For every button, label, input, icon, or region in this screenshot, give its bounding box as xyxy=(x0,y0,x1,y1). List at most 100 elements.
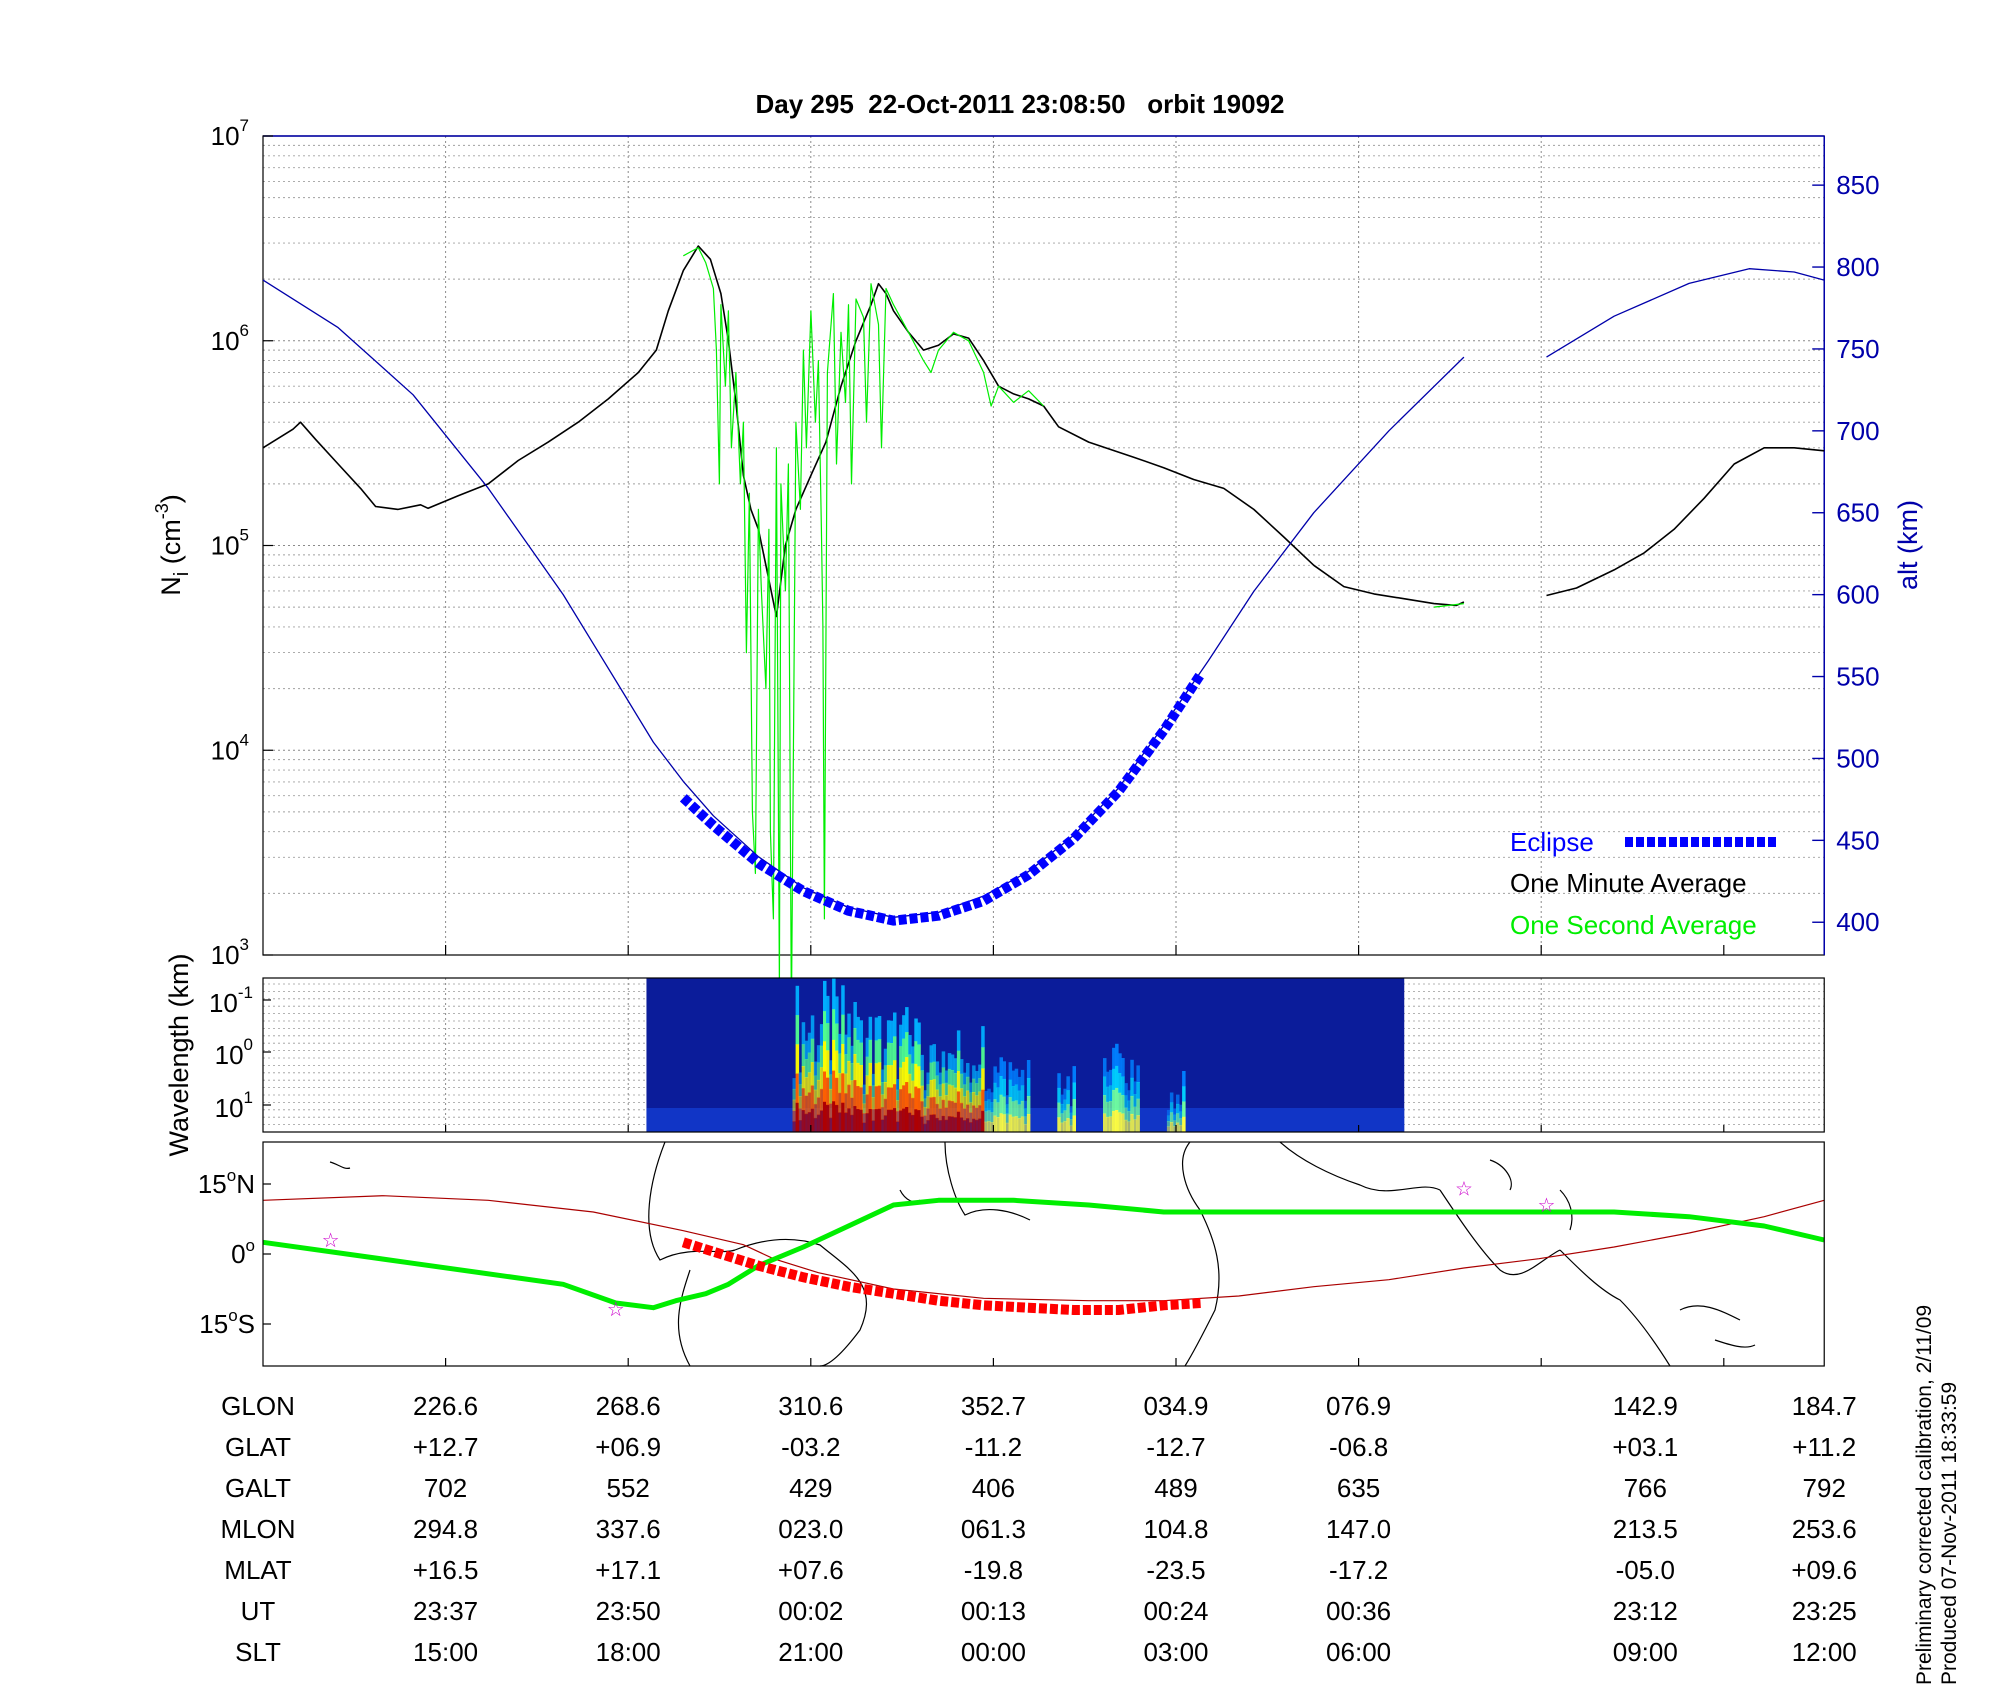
spectrogram-cell xyxy=(956,1111,961,1133)
spectrogram-cell xyxy=(865,1075,870,1095)
spectrogram-cell xyxy=(990,1112,994,1123)
spectrogram-cell xyxy=(883,1048,888,1066)
spectrogram-cell xyxy=(1103,1095,1107,1114)
spectrogram-cell xyxy=(856,1062,860,1087)
spectrogram-cell xyxy=(966,1090,970,1105)
table-cell: 766 xyxy=(1624,1473,1667,1503)
spectrogram-cell xyxy=(978,1064,982,1079)
spectrogram-cell xyxy=(1115,1065,1119,1089)
spectrogram-cell xyxy=(896,1100,900,1112)
map-layer: ☆ ☆ ☆ ☆ xyxy=(262,1141,1825,1367)
spectrogram-cell xyxy=(847,1061,851,1086)
spectrogram-cell xyxy=(941,1067,946,1085)
spectrogram-cell xyxy=(1026,1060,1031,1079)
spectrogram-cell xyxy=(832,1039,836,1072)
map-plot-frame xyxy=(262,1141,1825,1367)
spectrogram-cell xyxy=(1115,1087,1119,1111)
spectrogram-cell xyxy=(932,1061,936,1080)
spectrogram-cell xyxy=(1072,1082,1076,1100)
coastline xyxy=(1714,1339,1756,1348)
ground-track-line xyxy=(262,1197,1825,1311)
spectrogram-cell xyxy=(1072,1115,1076,1133)
table-cell: 792 xyxy=(1803,1473,1846,1503)
spectrogram-cell xyxy=(835,1023,839,1052)
spectrogram-cell xyxy=(835,1104,839,1133)
altitude-tick-label: 450 xyxy=(1836,825,1879,855)
spectrogram-cell xyxy=(853,1106,857,1133)
spectrogram-cell xyxy=(859,1020,863,1044)
spectrogram-cell xyxy=(1103,1076,1107,1096)
spectrogram-cell xyxy=(972,1092,976,1106)
spectrogram-cell xyxy=(950,1070,955,1086)
spectrogram-cell xyxy=(1118,1053,1122,1074)
spectrogram-cell xyxy=(877,1016,882,1040)
spectrogram-cell xyxy=(950,1085,955,1102)
spectrogram-cell xyxy=(914,1063,918,1088)
spectrogram-cell xyxy=(816,1062,821,1081)
spectrogram-cell xyxy=(902,1108,906,1133)
density-y-tick-label: 103 xyxy=(211,935,249,970)
spectrogram-cell xyxy=(1121,1113,1125,1133)
spectrogram-cell xyxy=(1017,1118,1022,1133)
spectrogram-cell xyxy=(816,1097,821,1116)
spectrogram-cell xyxy=(1026,1078,1031,1097)
spectrogram-cell xyxy=(905,1007,909,1033)
spectrogram-cell xyxy=(932,1044,936,1063)
spectrogram-cell xyxy=(959,1073,964,1089)
table-cell: 00:00 xyxy=(961,1637,1026,1667)
spectrogram-cell xyxy=(874,1040,879,1064)
spectrogram-cell xyxy=(795,1044,800,1074)
spectrogram-cell xyxy=(886,1042,891,1066)
table-cell: -05.0 xyxy=(1616,1555,1675,1585)
spectrogram-cell xyxy=(996,1102,1000,1118)
spectrogram-cell xyxy=(1069,1125,1073,1133)
table-cell: 23:25 xyxy=(1792,1596,1857,1626)
spectrogram-cell xyxy=(1124,1119,1128,1133)
spectrogram-cell xyxy=(944,1070,949,1084)
table-cell: +16.5 xyxy=(413,1555,479,1585)
spectrogram-cell xyxy=(975,1095,979,1109)
spectrogram-cell xyxy=(1069,1106,1073,1114)
spectrogram-cell xyxy=(1176,1122,1180,1133)
table-cell: 06:00 xyxy=(1326,1637,1391,1667)
spectrogram-cell xyxy=(841,1014,845,1045)
spectrogram-cell xyxy=(950,1101,955,1117)
spectrogram-cell xyxy=(993,1066,997,1084)
spectrogram-cell xyxy=(1002,1096,1006,1115)
spectrogram-cell xyxy=(829,1117,833,1133)
spectrogram-cell xyxy=(859,1109,863,1133)
table-cell: 061.3 xyxy=(961,1514,1026,1544)
spectrogram-cell xyxy=(810,1015,815,1040)
spectrogram-cell xyxy=(1066,1076,1070,1091)
spectrogram-cell xyxy=(829,1088,833,1104)
spectrogram-cell xyxy=(993,1082,997,1100)
spectrogram-cell xyxy=(1112,1068,1116,1091)
spectrogram-cell xyxy=(1136,1065,1140,1083)
spectrogram-cell xyxy=(938,1108,943,1121)
spectrogram-cell xyxy=(1109,1116,1113,1133)
coastline xyxy=(648,1141,736,1261)
spectrogram-cell xyxy=(938,1120,943,1133)
table-cell: 00:02 xyxy=(778,1596,843,1626)
altitude-tick-label: 650 xyxy=(1836,498,1879,528)
spectrogram-cell xyxy=(804,1059,809,1078)
spectrogram-cell xyxy=(993,1099,997,1117)
spectrogram-cell xyxy=(956,1030,961,1052)
spectrogram-cell xyxy=(1063,1099,1067,1111)
spectrogram-cell xyxy=(877,1062,882,1087)
spectrogram-cell xyxy=(941,1083,946,1101)
spectrogram-cell xyxy=(838,1033,842,1054)
spectrogram-cell xyxy=(959,1117,964,1133)
spectrogram-cell xyxy=(978,1118,982,1133)
table-cell: 635 xyxy=(1337,1473,1380,1503)
spectrogram-cell xyxy=(823,1041,827,1072)
table-cell: +03.1 xyxy=(1612,1432,1678,1462)
density-y-tick-label: 107 xyxy=(211,116,249,151)
spectrogram-cell xyxy=(917,1110,921,1133)
spectrogram-cell xyxy=(1066,1104,1070,1119)
spectrogram-cell xyxy=(984,1090,988,1102)
spectrogram-cell xyxy=(1002,1114,1006,1133)
spectrogram-cell xyxy=(975,1119,979,1133)
spectrogram-cell xyxy=(978,1091,982,1106)
